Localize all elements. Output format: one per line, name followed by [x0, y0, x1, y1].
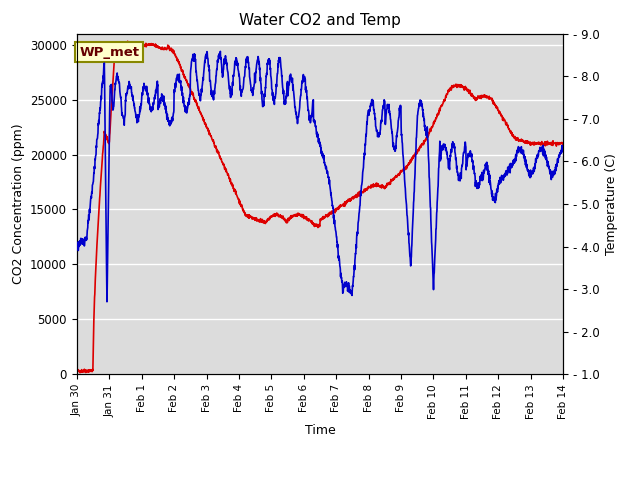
X-axis label: Time: Time — [305, 424, 335, 437]
Y-axis label: CO2 Concentration (ppm): CO2 Concentration (ppm) — [12, 124, 24, 284]
Text: WP_met: WP_met — [79, 46, 140, 59]
Y-axis label: Temperature (C): Temperature (C) — [605, 153, 618, 255]
Title: Water CO2 and Temp: Water CO2 and Temp — [239, 13, 401, 28]
